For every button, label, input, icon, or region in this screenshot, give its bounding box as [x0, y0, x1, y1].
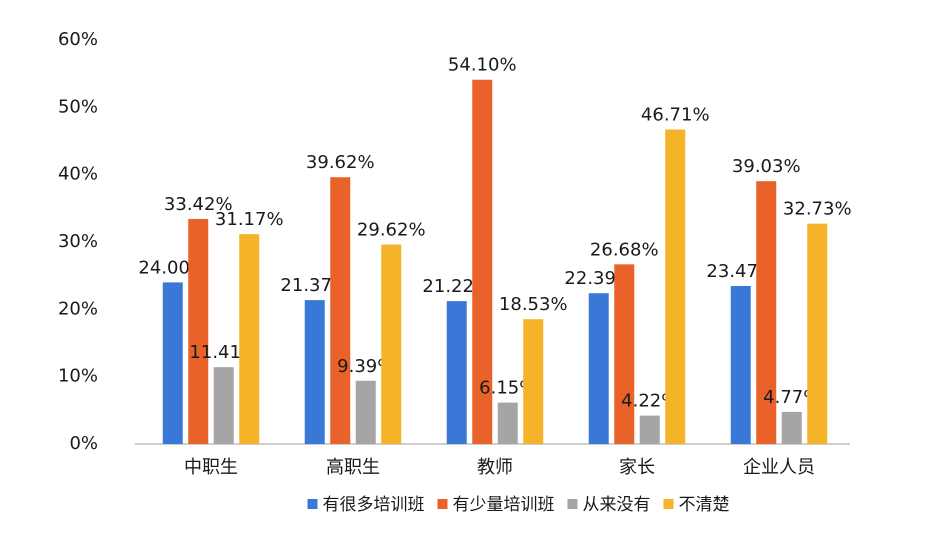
bar	[446, 301, 467, 444]
y-tick-label: 60%	[58, 29, 98, 50]
bar	[781, 411, 802, 444]
y-tick-label: 0%	[69, 433, 98, 454]
bar	[381, 244, 402, 444]
bar	[304, 300, 325, 444]
value-label: 9.39%	[337, 356, 394, 377]
bar	[162, 282, 183, 444]
value-label: 4.22%	[621, 391, 678, 412]
legend-label: 有少量培训班	[453, 495, 555, 515]
value-label: 31.17%	[215, 209, 284, 230]
bar	[213, 367, 234, 444]
bar	[472, 79, 493, 444]
bar	[239, 234, 260, 444]
bar	[756, 181, 777, 444]
bar	[730, 285, 751, 444]
legend-swatch	[307, 499, 318, 509]
value-label: 26.68%	[590, 239, 659, 260]
value-label: 39.03%	[732, 156, 801, 177]
bar	[523, 319, 544, 444]
x-tick-label: 中职生	[184, 457, 238, 478]
legend-swatch	[663, 499, 674, 509]
y-tick-label: 20%	[58, 298, 98, 319]
bar	[614, 264, 635, 444]
bar	[639, 415, 660, 444]
legend-swatch	[567, 499, 578, 509]
legend-label: 有很多培训班	[323, 495, 425, 515]
legend-label: 从来没有	[583, 495, 651, 515]
legend-label: 不清楚	[679, 495, 730, 515]
value-label: 18.53%	[499, 294, 568, 315]
value-label: 29.62%	[357, 220, 426, 241]
value-label: 46.71%	[641, 104, 710, 125]
value-label: 39.62%	[306, 152, 375, 173]
value-label: 33.42%	[164, 194, 233, 215]
value-label: 32.73%	[783, 199, 852, 220]
bar	[355, 380, 376, 444]
legend-swatch	[437, 499, 448, 509]
bar	[330, 177, 351, 444]
bar	[588, 293, 609, 444]
x-tick-label: 家长	[619, 457, 655, 478]
y-tick-label: 50%	[58, 96, 98, 117]
x-tick-label: 高职生	[326, 457, 380, 478]
bar	[665, 129, 686, 444]
y-tick-label: 30%	[58, 231, 98, 252]
bar	[188, 218, 209, 444]
value-label: 54.10%	[448, 55, 517, 76]
bar	[497, 402, 518, 444]
x-tick-label: 企业人员	[743, 457, 815, 478]
x-tick-label: 教师	[477, 457, 513, 478]
y-tick-label: 10%	[58, 366, 98, 387]
value-label: 6.15%	[479, 378, 536, 399]
value-label: 4.77%	[763, 387, 820, 408]
bar	[807, 223, 828, 444]
y-tick-label: 40%	[58, 164, 98, 185]
